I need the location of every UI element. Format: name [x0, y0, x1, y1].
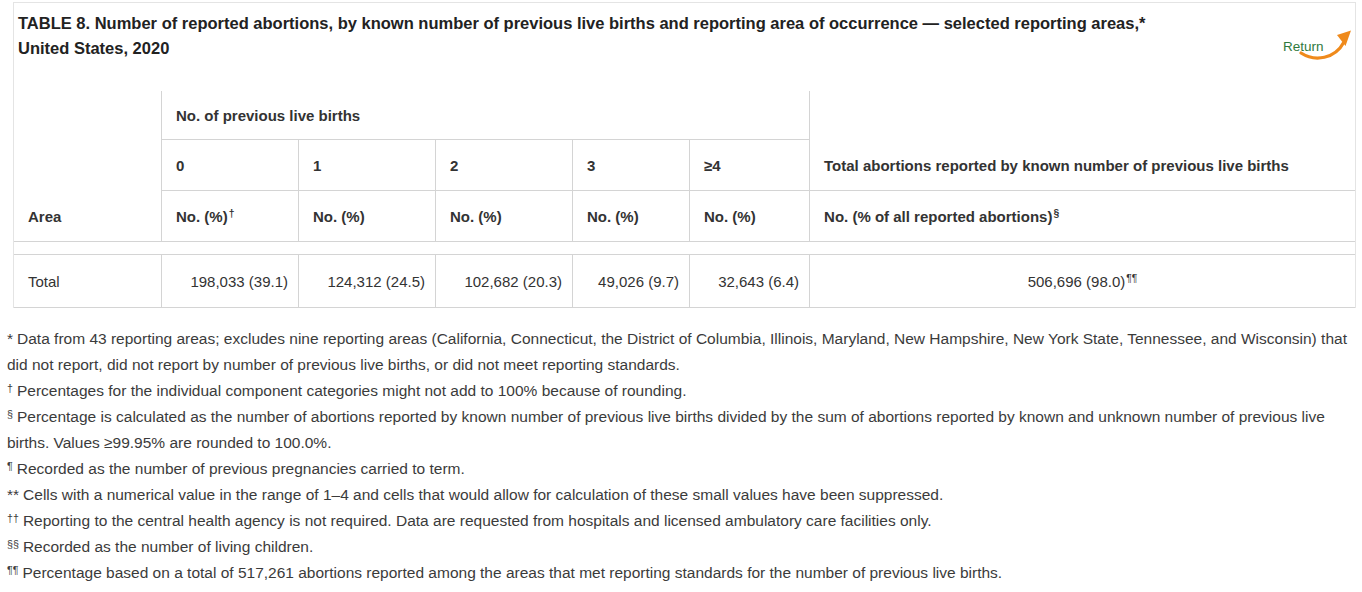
col-group-header-previous-live-births: No. of previous live births: [162, 91, 810, 140]
footnote-marker: †: [7, 382, 13, 394]
footnote: **Cells with a numerical value in the ra…: [7, 482, 1357, 508]
col-header-area: Area: [14, 91, 162, 242]
cell-total-value: 506,696 (98.0): [1028, 273, 1126, 290]
table-row-total: Total 198,033 (39.1) 124,312 (24.5) 102,…: [14, 254, 1355, 308]
footnote: ¶¶ Percentage based on a total of 517,261…: [7, 560, 1357, 586]
col-subheader-no-pct-1: No. (%): [299, 191, 436, 242]
footnote: ¶ Recorded as the number of previous preg…: [7, 456, 1357, 482]
data-table: Area No. of previous live births Total a…: [14, 91, 1355, 308]
cell-births-3: 49,026 (9.7): [573, 254, 690, 308]
return-link-label: Return: [1283, 39, 1324, 54]
subheader-label: No. (%): [313, 208, 365, 225]
footnote-text: Recorded as the number of living childre…: [23, 538, 313, 555]
footnote-marker: **: [7, 486, 19, 503]
cell-births-4plus: 32,643 (6.4): [690, 254, 810, 308]
subheader-label: No. (%): [587, 208, 639, 225]
footnote-marker: ¶¶: [1126, 273, 1137, 284]
footnote-text: Recorded as the number of previous pregn…: [17, 460, 465, 477]
col-subheader-no-pct-4plus: No. (%): [690, 191, 810, 242]
footnote-marker: †: [229, 208, 235, 219]
table-card: TABLE 8. Number of reported abortions, b…: [13, 2, 1356, 308]
subheader-label: No. (%): [450, 208, 502, 225]
footnote: † Percentages for the individual componen…: [7, 378, 1357, 404]
subheader-label: No. (%): [176, 208, 228, 225]
col-header-births-3: 3: [573, 140, 690, 191]
spacer-row: [14, 242, 1355, 254]
footnote-text: Percentages for the individual component…: [17, 382, 687, 399]
col-header-births-0: 0: [162, 140, 299, 191]
cell-area: Total: [14, 254, 162, 308]
footnote-marker: §§: [7, 538, 19, 550]
footnote-text: Data from 43 reporting areas; excludes n…: [7, 330, 1347, 373]
footnote: §Percentage is calculated as the number …: [7, 404, 1357, 456]
footnote: †† Reporting to the central health agency…: [7, 508, 1357, 534]
footnote-text: Cells with a numerical value in the rang…: [23, 486, 943, 503]
col-header-births-1: 1: [299, 140, 436, 191]
cell-births-2: 102,682 (20.3): [436, 254, 573, 308]
col-header-births-4plus: ≥4: [690, 140, 810, 191]
col-subheader-no-pct-2: No. (%): [436, 191, 573, 242]
footnote-text: Percentage based on a total of 517,261 a…: [22, 564, 1002, 581]
footnote-marker: ¶: [7, 460, 13, 472]
col-header-births-2: 2: [436, 140, 573, 191]
footnote-text: Percentage is calculated as the number o…: [7, 408, 1325, 451]
footnote-marker: *: [7, 330, 13, 347]
subheader-label: No. (%): [704, 208, 756, 225]
footnote-marker: ¶¶: [7, 564, 18, 576]
footnote-marker: ††: [7, 512, 19, 524]
col-subheader-total: No. (% of all reported abortions)§: [810, 191, 1355, 242]
return-link[interactable]: Return: [1283, 29, 1351, 63]
col-header-total-abortions: Total abortions reported by known number…: [810, 91, 1355, 191]
col-subheader-no-pct-0: No. (%)†: [162, 191, 299, 242]
footnote-text: Reporting to the central health agency i…: [23, 512, 932, 529]
footnote: §§ Recorded as the number of living child…: [7, 534, 1357, 560]
cell-births-0: 198,033 (39.1): [162, 254, 299, 308]
col-subheader-no-pct-3: No. (%): [573, 191, 690, 242]
footnote-marker: §: [1053, 208, 1059, 219]
subheader-label: No. (% of all reported abortions): [824, 208, 1052, 225]
table-title: TABLE 8. Number of reported abortions, b…: [14, 3, 1198, 61]
cell-births-1: 124,312 (24.5): [299, 254, 436, 308]
footnote-marker: §: [7, 408, 13, 420]
footnote: *Data from 43 reporting areas; excludes …: [7, 326, 1357, 378]
cell-total: 506,696 (98.0)¶¶: [810, 254, 1355, 308]
footnotes: *Data from 43 reporting areas; excludes …: [7, 326, 1357, 586]
